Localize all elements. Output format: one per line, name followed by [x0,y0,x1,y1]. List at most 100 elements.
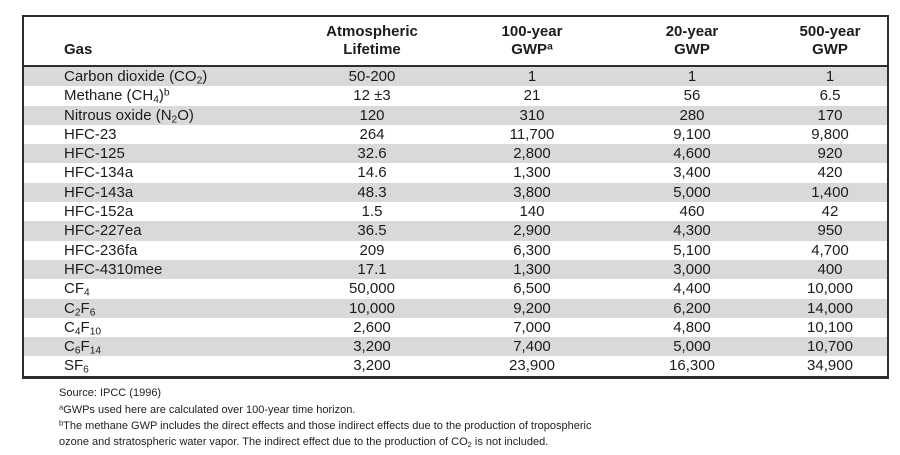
cell-value: 1 [527,68,537,85]
cell-value: 7,400 [513,338,551,356]
gwp-table: Gas Atmospheric Lifetime 100-year GWPa 20-yea… [22,15,889,379]
cell-value: 23,900 [509,357,555,375]
cell-value: 9,100 [673,125,711,143]
cell-value: 264 [359,125,385,143]
cell-value: 21 [523,87,541,105]
cell-value: 1 [687,68,697,85]
column-header-gas: Gas [23,16,291,67]
cell-value: 7,000 [513,318,551,336]
cell-value: 2,600 [353,318,391,336]
table-body: Carbon dioxide (CO2) 50-200 1 1 1 Methane (CH… [23,66,888,378]
cell-value: 56 [683,87,701,105]
table-row: HFC-125 32.6 2,800 4,600 920 [23,144,888,164]
cell-value: 120 [359,106,385,124]
table-row: Nitrous oxide (N2O) 120 310 280 170 [23,105,888,125]
table-row: HFC-134a 14.6 1,300 3,400 420 [23,163,888,183]
cell-value: 3,000 [673,260,711,278]
cell-value: 460 [679,203,705,221]
cell-value: 170 [817,106,843,124]
table-row: SF6 3,200 23,900 16,300 34,900 [23,356,888,378]
cell-value: 9,200 [513,299,551,317]
cell-value: 1,300 [513,164,551,182]
cell-value: 6.5 [819,87,841,105]
table-row: HFC-227ea 36.5 2,900 4,300 950 [23,221,888,241]
table-row: HFC-23 264 11,700 9,100 9,800 [23,124,888,145]
cell-gas-name: C2F6 [64,299,96,318]
cell-value: 3,800 [513,183,551,201]
cell-gas-name: HFC-4310mee [64,260,163,278]
table-row: Carbon dioxide (CO2) 50-200 1 1 1 [23,66,888,87]
cell-value: 34,900 [807,357,853,375]
cell-value: 4,800 [673,318,711,336]
table-row: HFC-236fa 209 6,300 5,100 4,700 [23,240,888,260]
cell-value: 14,000 [807,299,853,317]
cell-value: 14.6 [357,164,387,182]
cell-value: 1,400 [811,183,849,201]
table-row: C6F14 3,200 7,400 5,000 10,700 [23,337,888,357]
cell-gas-name: HFC-236fa [64,241,138,259]
cell-value: 3,400 [673,164,711,182]
cell-value: 6,300 [513,241,551,259]
table-row: C2F6 10,000 9,200 6,200 14,000 [23,298,888,318]
cell-value: 10,000 [807,280,853,298]
cell-value: 10,100 [807,318,853,336]
cell-value: 2,800 [513,145,551,163]
cell-value: 4,300 [673,222,711,240]
cell-value: 2,900 [513,222,551,240]
column-header-gwp-100-year: 100-year GWPa [453,16,611,67]
cell-gas-name: HFC-152a [64,203,134,221]
cell-value: 310 [519,106,545,124]
footnotes: Source: IPCC (1996) aGWPs used here are … [59,386,679,451]
cell-value: 42 [821,203,839,221]
cell-value: 5,100 [673,241,711,259]
cell-value: 5,000 [673,183,711,201]
cell-gas-name: CF4 [64,280,90,299]
cell-value: 3,200 [353,357,391,375]
source-note: Source: IPCC (1996) [59,387,162,399]
cell-gas-name: HFC-125 [64,145,125,163]
cell-value: 140 [519,203,545,221]
cell-value: 6,500 [513,280,551,298]
cell-value: 950 [817,222,843,240]
cell-value: 1.5 [361,203,383,221]
cell-gas-name: HFC-143a [64,183,134,201]
table-row: C4F10 2,600 7,000 4,800 10,100 [23,317,888,338]
cell-value: 12 ±3 [353,87,391,105]
cell-value: 10,700 [807,338,853,356]
cell-value: 6,200 [673,299,711,317]
cell-value: 5,000 [673,338,711,356]
cell-value: 420 [817,164,843,182]
cell-gas-name: C4F10 [64,318,102,338]
cell-gas-name: SF6 [64,357,89,376]
cell-value: 48.3 [357,183,387,201]
cell-value: 9,800 [811,125,849,143]
cell-value: 16,300 [669,357,715,375]
cell-value: 209 [359,241,385,259]
table-row: HFC-143a 48.3 3,800 5,000 1,400 [23,182,888,203]
table-row: Methane (CH4)b 12 ±3 21 56 6.5 [23,86,888,106]
cell-value: 1,300 [513,260,551,278]
column-header-gwp-20-year: 20-year GWP [611,16,773,67]
table-row: HFC-152a 1.5 140 460 42 [23,202,888,222]
cell-value: 3,200 [353,338,391,356]
cell-gas-name: HFC-134a [64,164,134,182]
cell-gas-name: C6F14 [64,338,102,357]
cell-value: 400 [817,260,843,278]
column-header-gwp-500-year: 500-year GWP [773,16,888,67]
cell-value: 920 [817,145,843,163]
cell-value: 11,700 [509,125,555,143]
table-row: HFC-4310mee 17.1 1,300 3,000 400 [23,259,888,280]
cell-value: 17.1 [357,260,387,278]
cell-value: 4,700 [811,241,849,259]
cell-value: 32.6 [357,145,387,163]
cell-value: 50-200 [348,68,396,85]
cell-gas-name: Carbon dioxide (CO2) [64,68,208,87]
table-row: CF4 50,000 6,500 4,400 10,000 [23,279,888,299]
cell-value: 50,000 [349,280,395,298]
cell-value: 4,400 [673,280,711,298]
cell-value: 4,600 [673,145,711,163]
header-row: Gas Atmospheric Lifetime 100-year GWPa 20-yea… [23,16,888,67]
column-header-atmospheric-lifetime: Atmospheric Lifetime [291,16,453,67]
cell-value: 1 [825,68,835,85]
cell-gas-name: HFC-23 [64,125,117,143]
